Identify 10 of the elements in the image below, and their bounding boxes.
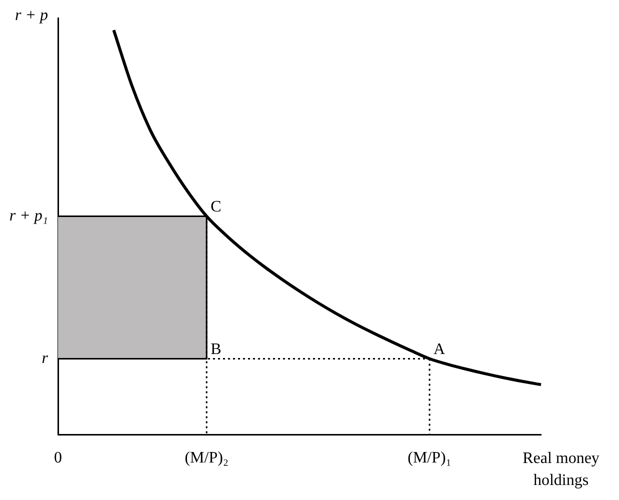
annotation: C: [210, 198, 222, 216]
annotation: B: [210, 340, 222, 358]
x-tick-label: (M/P)₂: [184, 450, 229, 467]
y-axis-title: r + p: [14, 7, 48, 24]
x-tick-label: 0: [54, 450, 62, 467]
x-tick-label: (M/P)₁: [408, 450, 452, 467]
x-axis-title: Real money holdings: [522, 450, 600, 490]
annotation: A: [434, 340, 446, 358]
ref-line-label: r: [42, 350, 49, 367]
ref-line-label: r + p₁: [9, 207, 48, 224]
